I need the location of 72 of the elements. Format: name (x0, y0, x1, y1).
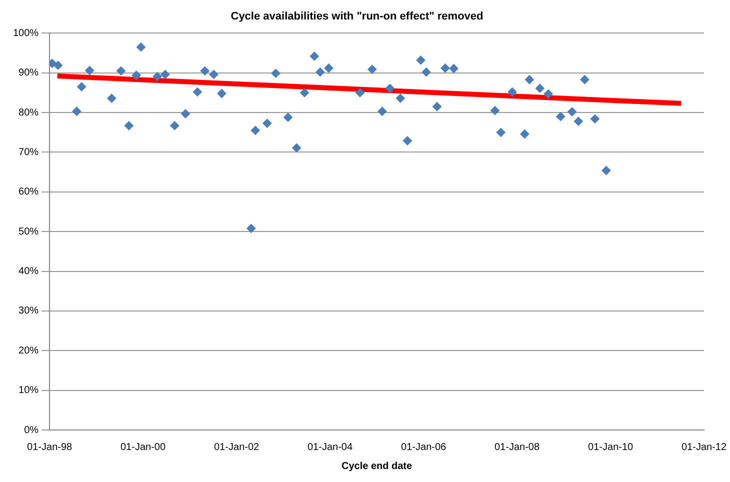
point (262, 118, 272, 128)
point (324, 64, 334, 73)
y-tick-label: 80% (18, 107, 39, 118)
point (535, 84, 544, 93)
point (580, 75, 590, 84)
point (402, 136, 412, 146)
point (490, 106, 500, 116)
y-tick-label: 20% (18, 345, 39, 356)
point (284, 112, 293, 122)
y-tick-label: 100% (13, 28, 39, 39)
x-tick-label: 01-Jan-08 (494, 442, 540, 453)
y-tick-label: 30% (18, 306, 39, 317)
point (209, 70, 218, 79)
point (520, 129, 530, 138)
point (85, 66, 94, 75)
point (602, 166, 611, 175)
point (200, 66, 210, 76)
x-tick-label: 01-Jan-12 (681, 442, 727, 453)
point (250, 126, 260, 135)
point (378, 106, 387, 116)
y-tick-label: 50% (18, 226, 39, 238)
point (556, 112, 566, 122)
point (440, 64, 450, 73)
x-axis-title: Cycle end date (341, 460, 413, 472)
point (116, 66, 126, 76)
x-tick-label: 01-Jan-10 (588, 442, 634, 453)
point (54, 60, 63, 70)
point (416, 56, 426, 65)
x-tick-label: 01-Jan-02 (214, 442, 260, 453)
point (524, 75, 534, 84)
point (355, 88, 364, 98)
y-tick-label: 60% (18, 186, 39, 198)
point (170, 121, 180, 130)
x-tick-label: 01-Jan-98 (27, 442, 73, 453)
point (77, 82, 86, 92)
point (181, 109, 190, 118)
point (368, 64, 377, 74)
point (422, 68, 431, 77)
point (508, 87, 517, 96)
point (496, 128, 506, 137)
point (316, 68, 325, 77)
point (160, 70, 170, 79)
point (136, 42, 146, 52)
x-tick-label: 01-Jan-04 (307, 442, 353, 453)
point (544, 89, 553, 98)
point (574, 116, 583, 126)
point (432, 102, 442, 112)
point (132, 70, 141, 80)
point (449, 64, 458, 74)
chart-title: Cycle availabilities with "run-on effect" removed (230, 10, 484, 23)
point (152, 72, 162, 81)
point (292, 143, 302, 152)
point (300, 88, 310, 98)
point (246, 224, 256, 233)
point (385, 84, 394, 93)
y-tick-label: 70% (18, 146, 39, 158)
point (568, 107, 577, 116)
point (192, 87, 202, 96)
point (310, 52, 319, 61)
point (107, 94, 116, 103)
y-tick-label: 0% (24, 424, 39, 436)
y-tick-label: 40% (18, 266, 39, 278)
y-tick-label: 90% (18, 68, 39, 79)
point (590, 114, 600, 124)
point (396, 94, 405, 103)
y-tick-label: 10% (18, 385, 39, 396)
point (72, 106, 82, 116)
point (124, 121, 134, 130)
point (217, 89, 226, 98)
point (271, 68, 280, 78)
x-tick-label: 01-Jan-00 (120, 442, 166, 453)
x-tick-label: 01-Jan-06 (401, 442, 447, 453)
